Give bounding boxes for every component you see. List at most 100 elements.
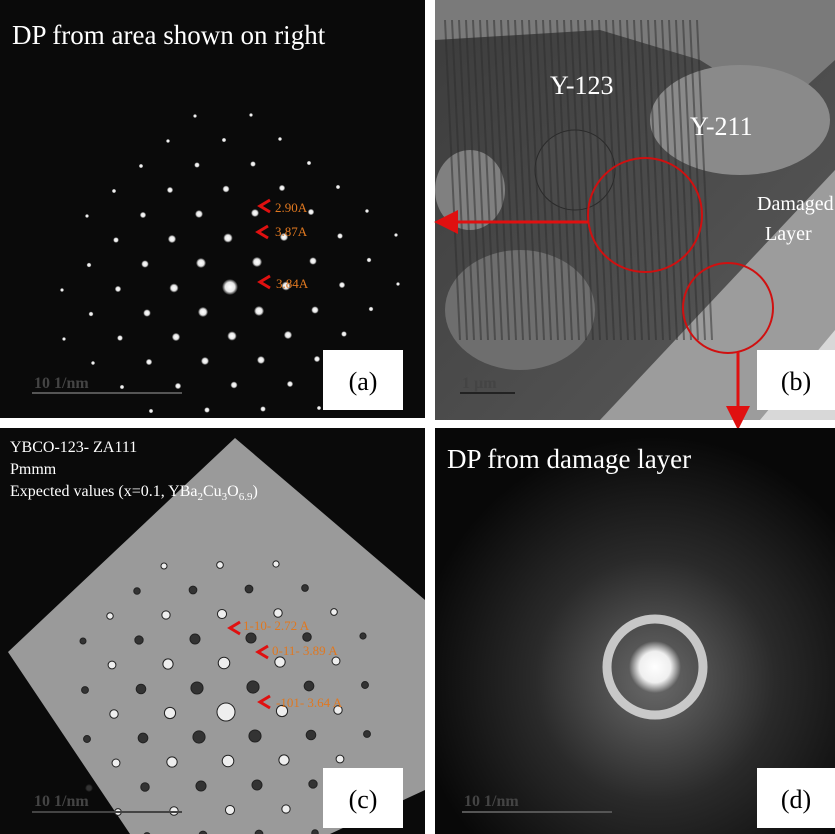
spot: [230, 381, 237, 388]
spot: [284, 331, 292, 339]
formula-part: ): [252, 483, 257, 500]
annotation: 1-10- 2.72 A: [243, 618, 310, 633]
spot: [164, 707, 175, 718]
spot: [249, 730, 261, 742]
spot: [279, 755, 289, 765]
spot: [161, 563, 167, 569]
spot: [303, 633, 311, 641]
spot: [252, 780, 262, 790]
spot: [250, 161, 256, 167]
panel-label: (b): [781, 367, 811, 396]
spot: [146, 359, 152, 365]
spot: [246, 633, 256, 643]
layer-label: Layer: [765, 223, 812, 245]
spot: [163, 659, 173, 669]
panel-label: (a): [349, 367, 378, 396]
spot: [218, 657, 230, 669]
spot: [222, 755, 234, 767]
spot: [167, 187, 173, 193]
spot: [252, 257, 262, 267]
spot: [175, 383, 181, 389]
panel-title: DP from damage layer: [447, 444, 691, 474]
spot: [136, 684, 146, 694]
spot: [245, 585, 253, 593]
spot: [309, 780, 317, 788]
spot: [251, 209, 259, 217]
annotation: 2.90A: [275, 200, 308, 215]
spot: [217, 562, 224, 569]
annotation: 3.87A: [275, 224, 308, 239]
spot: [62, 337, 66, 341]
spot: [91, 361, 95, 365]
spot: [273, 561, 279, 567]
spot: [117, 335, 123, 341]
spot: [287, 381, 293, 387]
spot: [204, 407, 210, 413]
spot: [86, 785, 92, 791]
scale-label: 1 µm: [462, 375, 497, 392]
spot: [167, 757, 177, 767]
text-line: YBCO-123- ZA111: [10, 439, 137, 456]
spot: [112, 189, 116, 193]
spot: [364, 731, 371, 738]
spot: [365, 209, 369, 213]
scale-label: 10 1/nm: [464, 793, 519, 810]
spot: [195, 210, 203, 218]
spot: [193, 114, 197, 118]
spot: [302, 585, 309, 592]
spot: [274, 609, 282, 617]
spot: [260, 406, 266, 412]
scale-label: 10 1/nm: [34, 375, 89, 392]
panel-label: (d): [781, 785, 811, 814]
spot: [249, 113, 253, 117]
spot: [394, 233, 398, 237]
grain-label: Y-211: [690, 112, 753, 141]
spot: [275, 657, 285, 667]
spot: [135, 636, 143, 644]
spot: [337, 233, 343, 239]
spot: [149, 409, 154, 414]
formula-part: Expected values (x=0.1, YBa: [10, 483, 197, 500]
spot: [196, 781, 206, 791]
spot: [166, 139, 170, 143]
spot: [336, 755, 344, 763]
annotation: -101- 3.64 A: [276, 695, 343, 710]
spot: [143, 309, 151, 317]
spot: [309, 257, 317, 265]
layer-label: Damaged: [757, 193, 834, 215]
spot: [396, 282, 400, 286]
spot: [367, 258, 372, 263]
spot: [247, 681, 259, 693]
spot: [312, 830, 318, 834]
spot: [307, 161, 312, 166]
spot: [108, 661, 116, 669]
spot: [193, 731, 205, 743]
spot: [332, 657, 340, 665]
spot: [194, 162, 200, 168]
spot: [317, 406, 321, 410]
spot: [107, 613, 113, 619]
spot: [306, 730, 316, 740]
spot: [217, 609, 226, 618]
spot: [341, 331, 347, 337]
spot: [217, 703, 235, 721]
spot: [110, 710, 118, 718]
spot: [169, 283, 178, 292]
panel-label: (c): [349, 785, 378, 814]
spot: [282, 805, 290, 813]
central-spot: [629, 641, 681, 693]
annotation: 0-11- 3.89 A: [272, 643, 338, 658]
spot: [360, 633, 366, 639]
grain: [535, 130, 615, 210]
spot: [80, 638, 86, 644]
spot: [141, 783, 149, 791]
spot: [141, 260, 149, 268]
spot: [369, 307, 374, 312]
spot: [222, 185, 229, 192]
spot: [138, 733, 148, 743]
spot: [196, 258, 206, 268]
spot: [278, 137, 282, 141]
formula-part: Cu: [203, 483, 222, 500]
spot: [222, 138, 227, 143]
panel-title: DP from area shown on right: [12, 20, 326, 50]
